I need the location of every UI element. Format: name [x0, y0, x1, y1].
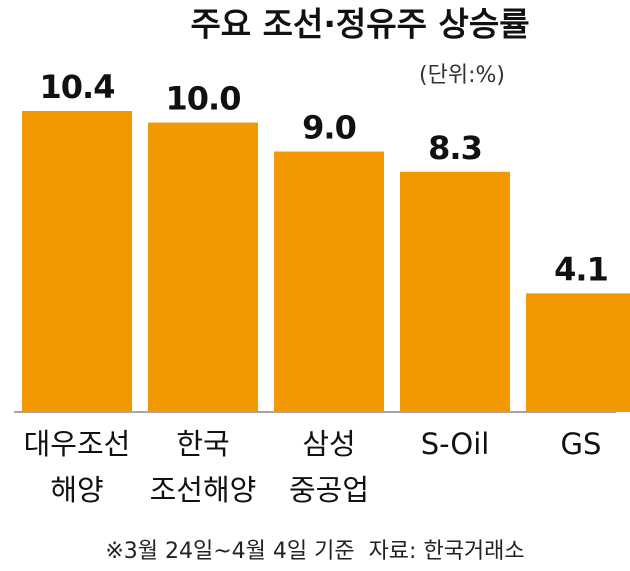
x-tick-label: 중공업 — [289, 473, 369, 507]
x-tick-label: 대우조선 — [24, 427, 131, 461]
x-tick-label: 해양 — [50, 473, 103, 507]
bar — [400, 171, 510, 412]
chart-title: 주요 조선·정유주 상승률 — [190, 5, 529, 44]
footnote: ※3월 24일~4월 4일 기준 자료: 한국거래소 — [105, 539, 524, 564]
bar — [274, 151, 384, 412]
value-label: 4.1 — [554, 250, 608, 288]
value-label: 10.4 — [40, 68, 115, 106]
unit-label: (단위:%) — [419, 63, 505, 88]
value-label: 10.0 — [166, 80, 241, 118]
x-tick-label: S-Oil — [421, 427, 490, 461]
bar — [22, 111, 132, 412]
bar — [148, 122, 258, 413]
bar — [526, 293, 630, 412]
x-tick-label: 한국 — [176, 427, 229, 461]
x-tick-label: 삼성 — [302, 427, 355, 461]
value-label: 9.0 — [302, 109, 356, 147]
x-tick-label: 조선해양 — [150, 473, 257, 507]
value-label: 8.3 — [428, 129, 482, 167]
x-tick-label: GS — [561, 427, 602, 461]
